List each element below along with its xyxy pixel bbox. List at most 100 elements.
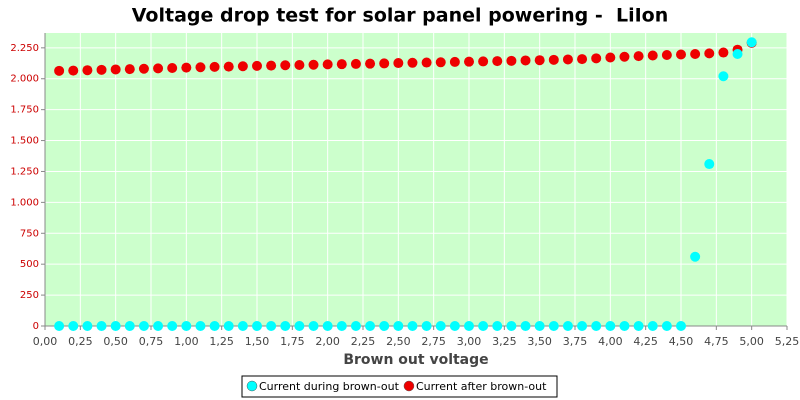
point	[407, 321, 418, 331]
x-tick-label: 2,50	[386, 335, 411, 348]
legend	[241, 375, 558, 398]
point	[718, 71, 729, 82]
point	[704, 48, 715, 59]
point	[167, 62, 178, 73]
point	[746, 37, 757, 48]
point	[350, 321, 361, 331]
point	[690, 251, 701, 262]
plot-area	[45, 33, 787, 326]
point	[478, 321, 489, 331]
point	[732, 49, 743, 60]
x-tick-label: 1,50	[245, 335, 270, 348]
point	[308, 321, 319, 331]
x-tick-label: 4,25	[633, 335, 658, 348]
point	[520, 55, 531, 66]
point	[534, 321, 545, 331]
point	[605, 52, 616, 63]
point	[365, 58, 376, 69]
point	[661, 50, 672, 61]
point	[82, 65, 93, 76]
point	[605, 321, 616, 331]
point	[365, 321, 376, 331]
point	[577, 54, 588, 65]
point	[124, 64, 135, 75]
point	[153, 63, 164, 74]
point	[464, 56, 474, 67]
point	[308, 59, 319, 70]
point	[294, 321, 305, 331]
x-tick-label: 0,75	[139, 335, 164, 348]
y-tick-label: 250	[20, 290, 39, 301]
x-tick-label: 3,25	[492, 335, 517, 348]
point	[280, 321, 291, 331]
point	[379, 58, 390, 69]
y-tick-label: 1.750	[10, 105, 39, 116]
point	[280, 60, 291, 71]
point	[96, 321, 107, 331]
point	[591, 53, 602, 64]
x-tick-label: 1,25	[209, 335, 234, 348]
legend-label: Current after brown-out	[416, 380, 547, 393]
point	[492, 56, 503, 67]
x-tick-label: 2,25	[351, 335, 376, 348]
point	[124, 321, 135, 331]
point	[562, 54, 573, 65]
point	[379, 321, 390, 331]
point	[138, 63, 149, 74]
point	[435, 321, 446, 331]
point	[393, 321, 404, 331]
point	[435, 57, 446, 68]
point	[153, 321, 164, 331]
point	[647, 321, 658, 331]
point	[266, 60, 277, 71]
point	[181, 321, 192, 331]
point	[195, 321, 206, 331]
x-tick-label: 3,75	[563, 335, 588, 348]
x-tick-label: 5,25	[775, 335, 800, 348]
point	[676, 321, 686, 331]
x-tick-label: 1,00	[174, 335, 199, 348]
x-tick-label: 2,00	[315, 335, 340, 348]
point	[195, 62, 206, 73]
y-tick-label: 1.250	[10, 166, 39, 177]
x-tick-label: 3,50	[527, 335, 552, 348]
point	[421, 57, 432, 68]
point	[266, 321, 277, 331]
point	[167, 321, 178, 331]
point	[110, 64, 121, 75]
point	[577, 321, 588, 331]
point	[619, 51, 630, 62]
point	[68, 321, 79, 331]
point	[322, 321, 333, 331]
point	[449, 321, 460, 331]
point	[676, 49, 686, 60]
point	[336, 321, 347, 331]
y-tick-label: 2.000	[10, 74, 39, 85]
point	[464, 321, 474, 331]
point	[478, 56, 489, 67]
y-tick-label: 1.500	[10, 136, 39, 147]
point	[223, 321, 234, 331]
point	[591, 321, 602, 331]
x-tick-label: 4,00	[598, 335, 623, 348]
point	[68, 65, 79, 76]
y-tick-label: 2.250	[10, 43, 39, 54]
point	[294, 60, 305, 71]
point	[322, 59, 333, 70]
point	[661, 321, 672, 331]
point	[520, 321, 531, 331]
point	[252, 321, 262, 331]
point	[647, 50, 658, 61]
point	[181, 62, 192, 73]
legend-marker	[403, 380, 415, 392]
y-tick-label: 1.000	[10, 197, 39, 208]
point	[407, 57, 418, 68]
point	[237, 321, 248, 331]
point	[548, 321, 559, 331]
x-tick-label: 2,75	[421, 335, 446, 348]
point	[209, 61, 220, 72]
point	[506, 55, 517, 66]
point	[336, 59, 347, 70]
point	[252, 60, 262, 71]
